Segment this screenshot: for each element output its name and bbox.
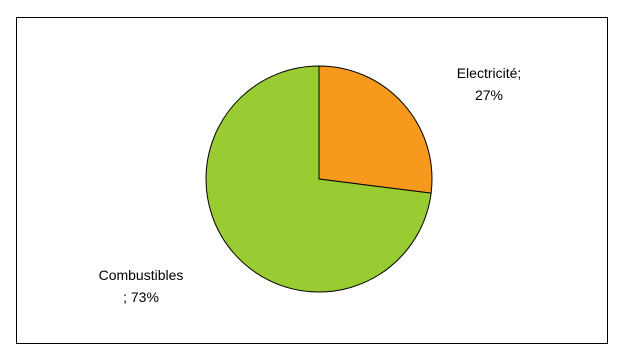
pie-chart: Electricité; 27% Combustibles ; 73% (99, 65, 522, 305)
pie-label-line: Electricité; (457, 65, 522, 81)
pie-label-combustibles: Combustibles ; 73% (99, 267, 184, 305)
pie-labels: Electricité; 27% Combustibles ; 73% (99, 65, 522, 305)
pie-label-electricit-: Electricité; 27% (457, 65, 522, 103)
pie-slice-combustibles (205, 65, 432, 293)
pie-label-line: ; 73% (123, 289, 159, 305)
chart-area: Electricité; 27% Combustibles ; 73% (16, 17, 608, 344)
pie-label-line: 27% (475, 87, 503, 103)
pie-label-line: Combustibles (99, 267, 184, 283)
pie-slice-electricit- (318, 65, 433, 194)
pie-slices (205, 65, 433, 293)
